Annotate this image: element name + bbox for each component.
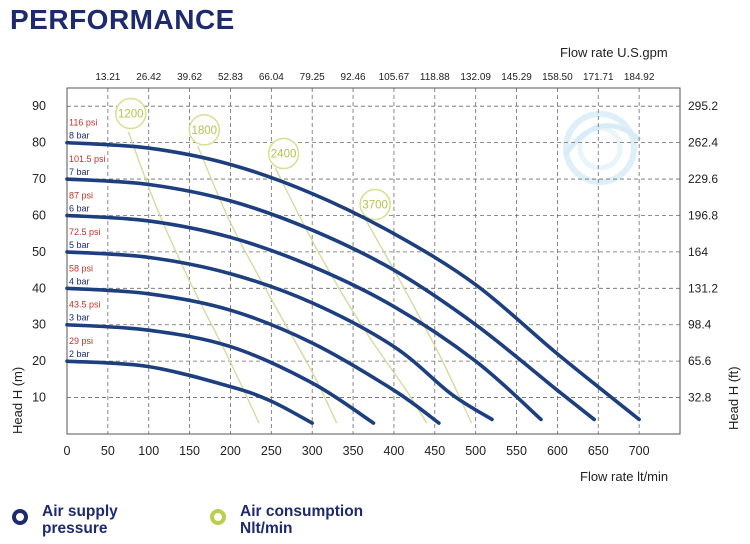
x-tick-label: 250 bbox=[261, 444, 282, 458]
top-tick-label: 13.21 bbox=[95, 72, 120, 83]
pressure-curve bbox=[65, 213, 543, 422]
legend-air-supply: Air supply pressure bbox=[12, 503, 118, 537]
axis-ticks: 0 50 100 150 200 250 300 350 400 450 500 550 600 650 7… bbox=[32, 72, 718, 458]
pressure-psi-label: 72.5 psi bbox=[69, 227, 101, 237]
pressure-bar-label: 3 bar bbox=[69, 313, 90, 323]
y-tick-label: 90 bbox=[32, 99, 46, 113]
air-consumption-curves: 1200 1800 2400 3700 bbox=[115, 97, 473, 424]
grid bbox=[67, 88, 680, 434]
pressure-curve bbox=[65, 359, 314, 425]
pump-logo-watermark bbox=[562, 111, 642, 185]
top-tick-label: 66.04 bbox=[259, 72, 284, 83]
x-tick-label: 50 bbox=[101, 444, 115, 458]
pressure-psi-label: 43.5 psi bbox=[69, 300, 101, 310]
pressure-bar-label: 2 bar bbox=[69, 349, 90, 359]
pressure-psi-label: 87 psi bbox=[69, 190, 93, 200]
pressure-curve bbox=[65, 250, 494, 422]
top-tick-label: 145.29 bbox=[501, 72, 532, 83]
plot-frame bbox=[66, 87, 681, 435]
air-consumption-curve bbox=[127, 131, 260, 424]
pressure-labels: 8 bar 116 psi 7 bar 101.5 psi 6 bar 87 psi 5 b… bbox=[69, 118, 106, 360]
x-tick-label: 500 bbox=[465, 444, 486, 458]
air-consumption-badge bbox=[359, 188, 391, 221]
y-axis-title: Head H (m) bbox=[10, 367, 25, 434]
y2-axis-title: Head H (ft) bbox=[726, 366, 741, 430]
air-consumption-curve bbox=[274, 167, 428, 424]
legend-air-consumption: Air consumption Nlt/min bbox=[210, 503, 363, 537]
y-tick-label: 60 bbox=[32, 208, 46, 222]
y2-tick-label: 65.6 bbox=[688, 354, 712, 368]
x-tick-label: 450 bbox=[424, 444, 445, 458]
x-tick-label: 400 bbox=[384, 444, 405, 458]
y2-tick-label: 262.4 bbox=[688, 136, 718, 150]
y2-tick-label: 229.6 bbox=[688, 172, 718, 186]
top-tick-label: 171.71 bbox=[583, 72, 614, 83]
pressure-bar-label: 6 bar bbox=[69, 203, 90, 213]
y2-tick-label: 98.4 bbox=[688, 318, 712, 332]
y2-tick-label: 295.2 bbox=[688, 99, 718, 113]
pressure-bar-label: 4 bar bbox=[69, 276, 90, 286]
x-tick-label: 700 bbox=[629, 444, 650, 458]
y-tick-label: 20 bbox=[32, 354, 46, 368]
top-tick-label: 39.62 bbox=[177, 72, 202, 83]
top-tick-label: 132.09 bbox=[460, 72, 491, 83]
x-axis-title: Flow rate lt/min bbox=[580, 469, 668, 484]
y2-tick-label: 164 bbox=[688, 245, 708, 259]
x-tick-label: 350 bbox=[343, 444, 364, 458]
top-tick-label: 118.88 bbox=[420, 72, 450, 83]
air-consumption-curve bbox=[364, 218, 473, 424]
top-tick-label: 92.46 bbox=[341, 72, 366, 83]
page-title: PERFORMANCE bbox=[10, 4, 235, 35]
legend-air-supply-label: Air supply pressure bbox=[42, 503, 118, 537]
pressure-bar-label: 7 bar bbox=[69, 167, 90, 177]
top-tick-label: 52.83 bbox=[218, 72, 243, 83]
air-consumption-label: 3700 bbox=[362, 200, 388, 212]
air-consumption-curve bbox=[197, 145, 338, 424]
pressure-bar-label: 8 bar bbox=[69, 131, 90, 141]
top-tick-label: 26.42 bbox=[136, 72, 161, 83]
top-tick-label: 79.25 bbox=[300, 72, 325, 83]
y-tick-label: 10 bbox=[32, 391, 46, 405]
legend-air-consumption-label: Air consumption Nlt/min bbox=[240, 503, 364, 537]
top-tick-label: 105.67 bbox=[379, 72, 410, 83]
y-tick-label: 80 bbox=[32, 136, 46, 150]
air-consumption-label: 1200 bbox=[118, 108, 144, 120]
top-tick-label: 184.92 bbox=[624, 72, 655, 83]
pressure-curves bbox=[65, 140, 641, 425]
y-tick-label: 50 bbox=[32, 245, 46, 259]
pressure-curve bbox=[65, 140, 641, 422]
x-tick-label: 150 bbox=[179, 444, 200, 458]
pressure-psi-label: 29 psi bbox=[69, 336, 93, 346]
air-consumption-badge bbox=[115, 97, 147, 130]
y-tick-label: 30 bbox=[32, 318, 46, 332]
y-tick-label: 40 bbox=[32, 281, 46, 295]
x-tick-label: 650 bbox=[588, 444, 609, 458]
y2-tick-label: 131.2 bbox=[688, 281, 718, 295]
y2-tick-label: 32.8 bbox=[688, 391, 712, 405]
pressure-psi-label: 58 psi bbox=[69, 263, 93, 273]
air-consumption-badge bbox=[188, 114, 221, 146]
y-tick-label: 70 bbox=[32, 172, 46, 186]
air-consumption-ring-icon bbox=[210, 509, 226, 525]
x-tick-label: 100 bbox=[138, 444, 159, 458]
x-tick-label: 600 bbox=[547, 444, 568, 458]
air-supply-ring-icon bbox=[12, 509, 28, 525]
air-consumption-badge bbox=[267, 137, 300, 170]
top-axis-title: Flow rate U.S.gpm bbox=[560, 45, 668, 60]
pressure-curve bbox=[65, 322, 376, 425]
pressure-curve bbox=[65, 286, 441, 425]
pressure-bar-label: 5 bar bbox=[69, 240, 90, 250]
x-tick-label: 550 bbox=[506, 444, 527, 458]
pressure-curve bbox=[65, 177, 596, 422]
pressure-psi-label: 116 psi bbox=[69, 118, 97, 128]
x-tick-label: 300 bbox=[302, 444, 323, 458]
air-consumption-label: 2400 bbox=[271, 149, 297, 161]
top-tick-label: 158.50 bbox=[542, 72, 573, 83]
x-tick-label: 200 bbox=[220, 444, 241, 458]
y2-tick-label: 196.8 bbox=[688, 208, 718, 222]
x-tick-label: 0 bbox=[64, 444, 71, 458]
pressure-psi-label: 101.5 psi bbox=[69, 154, 106, 164]
air-consumption-label: 1800 bbox=[192, 125, 218, 137]
